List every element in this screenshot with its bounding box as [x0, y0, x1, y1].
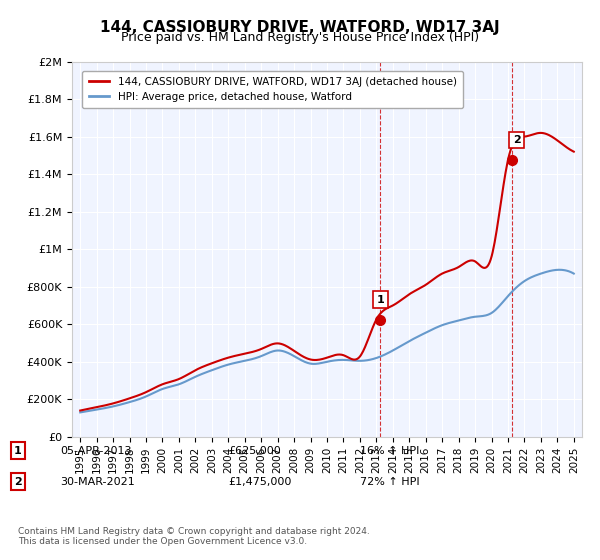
Legend: 144, CASSIOBURY DRIVE, WATFORD, WD17 3AJ (detached house), HPI: Average price, d: 144, CASSIOBURY DRIVE, WATFORD, WD17 3AJ…: [82, 71, 463, 108]
Text: £625,000: £625,000: [228, 446, 281, 456]
Text: 1: 1: [14, 446, 22, 456]
Text: £1,475,000: £1,475,000: [228, 477, 292, 487]
Text: Contains HM Land Registry data © Crown copyright and database right 2024.
This d: Contains HM Land Registry data © Crown c…: [18, 526, 370, 546]
Text: 72% ↑ HPI: 72% ↑ HPI: [360, 477, 419, 487]
Text: 05-APR-2013: 05-APR-2013: [60, 446, 131, 456]
Text: 16% ↑ HPI: 16% ↑ HPI: [360, 446, 419, 456]
Text: 1: 1: [377, 295, 385, 305]
Text: 30-MAR-2021: 30-MAR-2021: [60, 477, 135, 487]
Text: 2: 2: [513, 135, 521, 145]
Text: 144, CASSIOBURY DRIVE, WATFORD, WD17 3AJ: 144, CASSIOBURY DRIVE, WATFORD, WD17 3AJ: [100, 20, 500, 35]
Text: Price paid vs. HM Land Registry's House Price Index (HPI): Price paid vs. HM Land Registry's House …: [121, 31, 479, 44]
Text: 2: 2: [14, 477, 22, 487]
